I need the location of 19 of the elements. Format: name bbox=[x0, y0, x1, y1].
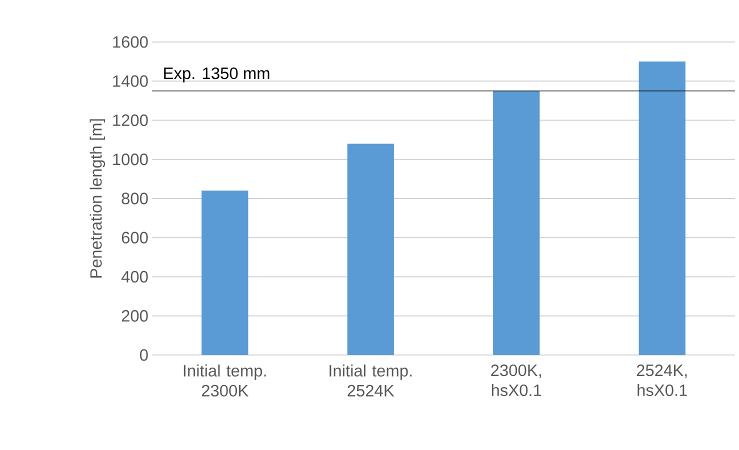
y-tick-label: 800 bbox=[122, 192, 148, 204]
y-tick-label: 1200 bbox=[113, 114, 148, 126]
x-tick-label: Initial temp. 2524K bbox=[330, 364, 412, 397]
y-tick-label: 0 bbox=[140, 349, 148, 361]
y-tick-label: 600 bbox=[122, 232, 148, 244]
bar bbox=[202, 190, 248, 355]
y-tick-label: 1000 bbox=[113, 154, 148, 166]
x-tick-label: Initial temp. 2300K bbox=[184, 364, 266, 397]
x-tick-label: 2300K, hsX0.1 bbox=[491, 364, 542, 396]
bar bbox=[638, 62, 686, 355]
y-axis-title: Penetration length [m] bbox=[90, 119, 106, 278]
bar bbox=[493, 90, 540, 355]
y-tick-label: 400 bbox=[121, 270, 148, 283]
bar bbox=[347, 144, 394, 355]
y-tick-label: 200 bbox=[122, 310, 148, 322]
ref-line-label: Exp. 1350 mm bbox=[164, 67, 270, 82]
x-tick-label: 2524K, hsX0.1 bbox=[636, 364, 687, 396]
y-tick-label: 1600 bbox=[113, 36, 148, 48]
y-tick-label: 1400 bbox=[113, 75, 148, 87]
